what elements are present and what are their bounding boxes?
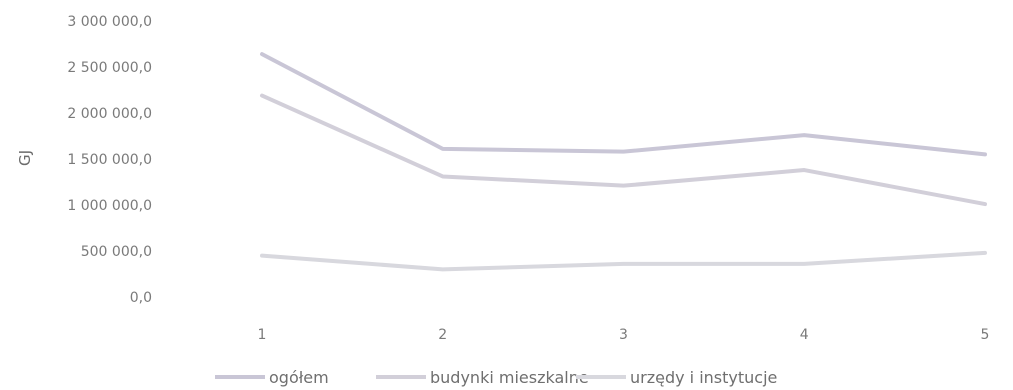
data-point [983, 251, 987, 255]
y-tick-label: 1 000 000,0 [67, 198, 152, 214]
data-point [260, 52, 264, 56]
y-axis-ticks: 0,0 500 000,0 1 000 000,0 1 500 000,0 2 000 … [67, 14, 152, 306]
y-tick-label: 2 500 000,0 [67, 60, 152, 76]
data-point [622, 262, 625, 266]
data-point [441, 174, 445, 178]
y-tick-label: 0,0 [130, 290, 152, 306]
x-tick-label: 5 [981, 327, 990, 343]
series-line-3 [260, 250, 987, 272]
legend: ogółem budynki mieszkalne urzędy i instytu… [215, 368, 777, 387]
data-point [802, 262, 806, 266]
x-axis-ticks: 1 2 3 4 5 [258, 327, 990, 343]
legend-label: budynki mieszkalne [430, 368, 589, 387]
y-axis-title: GJ [16, 150, 34, 166]
y-tick-label: 3 000 000,0 [67, 14, 152, 30]
x-tick-label: 2 [438, 327, 447, 343]
x-tick-label: 4 [800, 327, 809, 343]
data-point [260, 94, 264, 98]
data-point [802, 133, 806, 137]
x-tick-label: 1 [258, 327, 267, 343]
data-point [983, 202, 987, 206]
legend-label: urzędy i instytucje [630, 368, 777, 387]
data-point [983, 152, 987, 156]
series-line-1 [260, 52, 987, 157]
y-tick-label: 1 500 000,0 [67, 152, 152, 168]
data-point [441, 267, 445, 271]
data-point [622, 150, 625, 154]
series-lines [260, 52, 987, 272]
data-point [802, 168, 806, 172]
y-tick-label: 500 000,0 [81, 244, 152, 260]
legend-label: ogółem [269, 368, 329, 387]
data-point [441, 147, 445, 151]
data-point [260, 254, 264, 258]
y-tick-label: 2 000 000,0 [67, 106, 152, 122]
data-point [622, 184, 625, 188]
x-tick-label: 3 [619, 327, 628, 343]
